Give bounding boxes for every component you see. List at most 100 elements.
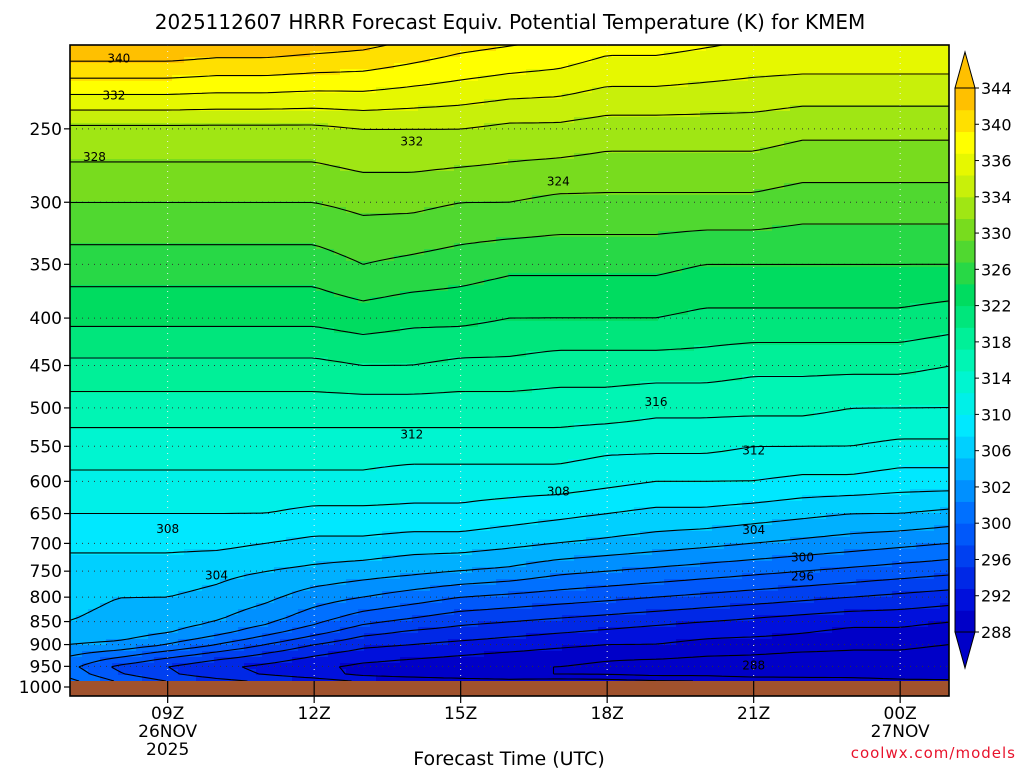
fill-cell [364, 165, 371, 172]
fill-cell [286, 141, 293, 148]
fill-cell [418, 165, 425, 172]
fill-cell [460, 231, 467, 238]
fill-cell [850, 57, 857, 64]
fill-cell [880, 195, 887, 202]
fill-cell [208, 117, 215, 124]
fill-cell [724, 93, 731, 100]
fill-cell [106, 45, 113, 52]
fill-cell [856, 123, 863, 130]
fill-cell [82, 213, 89, 220]
fill-cell [586, 45, 593, 52]
fill-cell [250, 93, 257, 100]
fill-cell [136, 117, 143, 124]
fill-cell [508, 207, 515, 214]
fill-cell [538, 93, 545, 100]
fill-cell [874, 129, 881, 136]
fill-cell [214, 219, 221, 226]
fill-cell [904, 117, 911, 124]
fill-cell [238, 93, 245, 100]
fill-cell [148, 135, 155, 142]
fill-cell [256, 81, 263, 88]
fill-cell [322, 117, 329, 124]
fill-cell [346, 117, 353, 124]
fill-cell [904, 231, 911, 238]
fill-cell [334, 87, 341, 94]
fill-cell [916, 195, 923, 202]
fill-cell [388, 123, 395, 130]
fill-cell [784, 57, 791, 64]
fill-cell [442, 45, 449, 52]
fill-cell [148, 51, 155, 58]
fill-cell [694, 63, 701, 70]
fill-cell [910, 111, 917, 118]
fill-cell [580, 93, 587, 100]
fill-cell [442, 81, 449, 88]
fill-cell [760, 231, 767, 238]
fill-cell [862, 159, 869, 166]
fill-cell [82, 111, 89, 118]
fill-cell [796, 99, 803, 106]
fill-cell [640, 75, 647, 82]
fill-cell [856, 51, 863, 58]
fill-cell [304, 63, 311, 70]
fill-cell [574, 81, 581, 88]
fill-cell [280, 99, 287, 106]
fill-cell [676, 237, 683, 244]
fill-cell [106, 135, 113, 142]
fill-cell [160, 99, 167, 106]
fill-cell [718, 123, 725, 130]
fill-cell [286, 57, 293, 64]
fill-cell [778, 159, 785, 166]
fill-cell [808, 189, 815, 196]
fill-cell [556, 75, 563, 82]
fill-cell [616, 93, 623, 100]
fill-cell [616, 213, 623, 220]
fill-cell [256, 153, 263, 160]
fill-cell [646, 153, 653, 160]
fill-cell [406, 171, 413, 178]
fill-cell [598, 219, 605, 226]
fill-cell [772, 171, 779, 178]
fill-cell [424, 231, 431, 238]
fill-cell [448, 117, 455, 124]
fill-cell [868, 51, 875, 58]
fill-cell [502, 57, 509, 64]
fill-cell [220, 135, 227, 142]
fill-cell [730, 237, 737, 244]
fill-cell [742, 117, 749, 124]
fill-cell [106, 231, 113, 238]
fill-cell [130, 93, 137, 100]
fill-cell [568, 45, 575, 52]
fill-cell [154, 207, 161, 214]
fill-cell [646, 57, 653, 64]
fill-cell [874, 165, 881, 172]
fill-cell [388, 45, 395, 52]
fill-cell [658, 129, 665, 136]
fill-cell [874, 63, 881, 70]
fill-cell [766, 237, 773, 244]
fill-cell [610, 147, 617, 154]
fill-cell [802, 141, 809, 148]
fill-cell [148, 207, 155, 214]
fill-cell [154, 69, 161, 76]
fill-cell [604, 207, 611, 214]
fill-cell [448, 75, 455, 82]
fill-cell [406, 243, 413, 250]
fill-cell [268, 69, 275, 76]
fill-cell [712, 219, 719, 226]
fill-cell [202, 183, 209, 190]
fill-cell [586, 225, 593, 232]
fill-cell [238, 189, 245, 196]
fill-cell [292, 225, 299, 232]
fill-cell [478, 51, 485, 58]
fill-cell [922, 45, 929, 52]
fill-cell [574, 141, 581, 148]
fill-cell [922, 171, 929, 178]
fill-cell [700, 57, 707, 64]
fill-cell [592, 195, 599, 202]
fill-cell [106, 129, 113, 136]
fill-cell [130, 201, 137, 208]
fill-cell [514, 129, 521, 136]
fill-cell [688, 141, 695, 148]
fill-cell [418, 201, 425, 208]
